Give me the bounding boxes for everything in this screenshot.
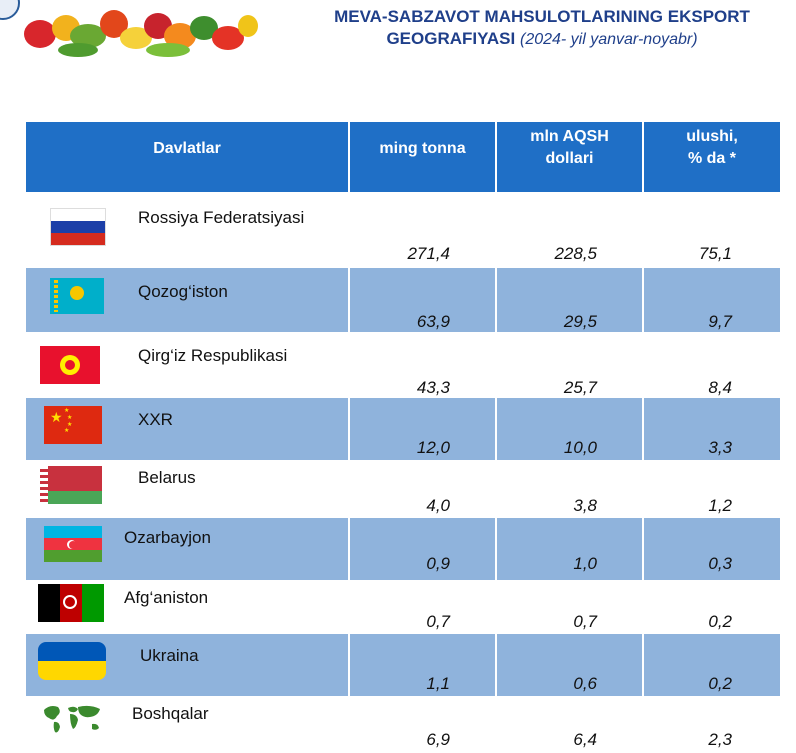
value-share: 1,2 [708, 496, 732, 515]
value-usd: 10,0 [563, 438, 597, 457]
russia-flag [50, 208, 106, 246]
value-usd: 1,0 [573, 554, 597, 573]
header-country-label: Davlatlar [153, 140, 221, 157]
value-share: 2,3 [708, 730, 732, 749]
value-share: 0,2 [708, 674, 732, 693]
country-name: XXR [138, 410, 173, 429]
value-share: 0,2 [708, 612, 732, 631]
table-row: Rossiya Federatsiyasi 271,4 228,5 75,1 [26, 192, 780, 268]
value-tonnes: 0,9 [426, 554, 450, 573]
header-share-line2: % da * [687, 150, 736, 167]
country-name: Qirg‘iz Respublikasi [138, 346, 288, 365]
page-title: MEVA-SABZAVOT MAHSULOTLARINING EKSPORT G… [262, 6, 796, 51]
value-tonnes: 12,0 [416, 438, 450, 457]
table-row: Qozog‘iston 63,9 29,5 9,7 [26, 268, 780, 332]
value-tonnes: 1,1 [426, 674, 450, 693]
table-row: Belarus 4,0 3,8 1,2 [26, 460, 780, 518]
title-line-2: GEOGRAFIYASI [386, 29, 516, 48]
value-usd: 29,5 [563, 312, 597, 331]
china-flag: ★ ★ ★ ★ ★ [44, 406, 102, 444]
header-usd-line2: dollari [545, 150, 594, 167]
table-row: ★ ★ ★ ★ ★ XXR 12,0 10,0 3,3 [26, 398, 780, 460]
country-name: Belarus [138, 468, 196, 487]
value-tonnes: 271,4 [407, 244, 450, 263]
column-divider [642, 122, 644, 753]
value-usd: 0,6 [573, 674, 597, 693]
ministry-logo [0, 0, 20, 20]
header-tonnes: ming tonna [350, 122, 495, 192]
world-map-icon [40, 700, 106, 738]
kazakhstan-flag [50, 278, 104, 314]
header-share-line1: ulushi, [686, 128, 738, 145]
table-row: Qirg‘iz Respublikasi 43,3 25,7 8,4 [26, 332, 780, 398]
value-share: 8,4 [708, 378, 732, 397]
header-usd: mln AQSH dollari [497, 122, 642, 192]
header-tonnes-label: ming tonna [379, 140, 466, 157]
table-row: Afg‘aniston 0,7 0,7 0,2 [26, 580, 780, 634]
column-divider [495, 122, 497, 753]
value-tonnes: 0,7 [426, 612, 450, 631]
value-usd: 0,7 [573, 612, 597, 631]
header-usd-line1: mln AQSH [530, 128, 609, 145]
value-share: 75,1 [698, 244, 732, 263]
value-tonnes: 6,9 [426, 730, 450, 749]
country-name: Qozog‘iston [138, 282, 228, 301]
country-name: Afg‘aniston [124, 588, 209, 607]
title-period: (2024- yil yanvar-noyabr) [519, 31, 698, 48]
value-usd: 3,8 [573, 496, 597, 515]
value-share: 3,3 [708, 438, 732, 457]
table-row: Ozarbayjon 0,9 1,0 0,3 [26, 518, 780, 580]
header-country: Davlatlar [26, 122, 348, 192]
ukraine-flag [38, 642, 106, 680]
value-share: 9,7 [708, 312, 732, 331]
value-tonnes: 43,3 [416, 378, 450, 397]
value-usd: 25,7 [563, 378, 597, 397]
column-divider [348, 122, 350, 753]
fruits-vegetables-banner [24, 10, 258, 57]
value-tonnes: 4,0 [426, 496, 450, 515]
title-line-1: MEVA-SABZAVOT MAHSULOTLARINING EKSPORT [334, 7, 750, 26]
table-row: Ukraina 1,1 0,6 0,2 [26, 634, 780, 696]
country-name: Boshqalar [132, 704, 209, 723]
afghanistan-flag [38, 584, 104, 622]
kyrgyzstan-flag [40, 346, 100, 384]
belarus-flag [40, 466, 102, 504]
azerbaijan-flag [44, 526, 102, 562]
country-name: Rossiya Federatsiyasi [138, 208, 305, 227]
table-row: Boshqalar 6,9 6,4 2,3 [26, 696, 780, 753]
country-name: Ozarbayjon [124, 528, 211, 547]
value-tonnes: 63,9 [416, 312, 450, 331]
header-share: ulushi, % da * [644, 122, 780, 192]
value-share: 0,3 [708, 554, 732, 573]
value-usd: 228,5 [554, 244, 597, 263]
value-usd: 6,4 [573, 730, 597, 749]
country-name: Ukraina [140, 646, 199, 665]
